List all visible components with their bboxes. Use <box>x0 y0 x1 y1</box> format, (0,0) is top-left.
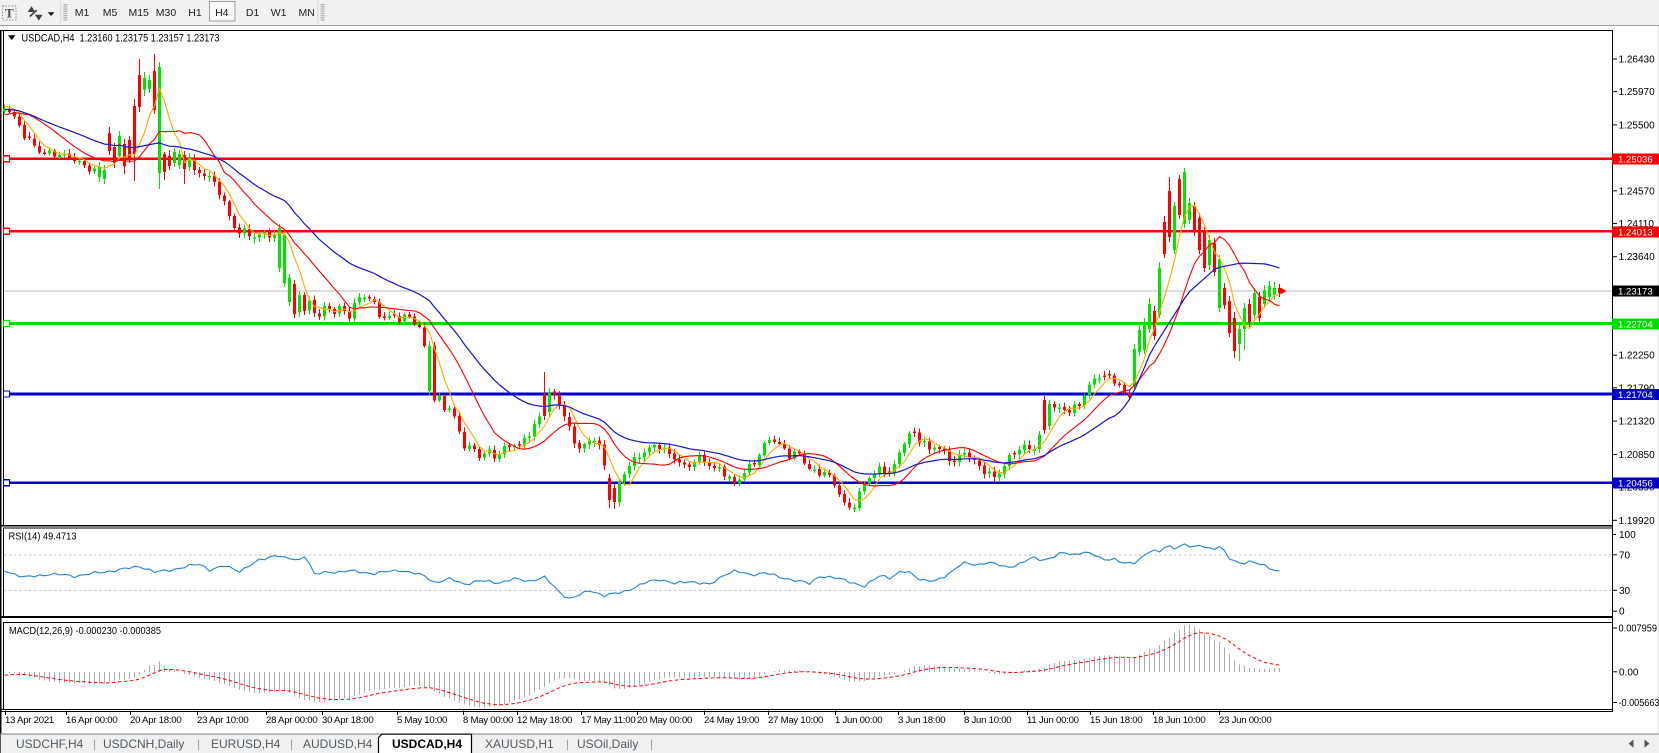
svg-text:23 Jun 00:00: 23 Jun 00:00 <box>1219 715 1271 726</box>
svg-text:T: T <box>5 6 14 21</box>
svg-text:30: 30 <box>1619 586 1631 597</box>
svg-text:1.24013: 1.24013 <box>1618 227 1653 238</box>
svg-text:1.25036: 1.25036 <box>1618 155 1653 166</box>
svg-text:M5: M5 <box>103 7 118 19</box>
svg-text:11 Jun 00:00: 11 Jun 00:00 <box>1027 715 1079 726</box>
svg-text:M1: M1 <box>75 7 90 19</box>
svg-text:8 May 00:00: 8 May 00:00 <box>463 715 513 726</box>
svg-text:1.21320: 1.21320 <box>1619 417 1656 428</box>
svg-text:1.19920: 1.19920 <box>1619 516 1656 527</box>
svg-text:|: | <box>290 737 293 751</box>
svg-text:1.24110: 1.24110 <box>1619 219 1655 230</box>
svg-text:13 Apr 2021: 13 Apr 2021 <box>5 715 54 726</box>
svg-text:100: 100 <box>1619 530 1636 541</box>
svg-text:1.22250: 1.22250 <box>1619 351 1656 362</box>
svg-text:20 Apr 18:00: 20 Apr 18:00 <box>130 715 181 726</box>
svg-text:H1: H1 <box>188 7 202 19</box>
svg-text:D1: D1 <box>246 7 260 19</box>
svg-text:MACD(12,26,9) -0.000230 -0.000: MACD(12,26,9) -0.000230 -0.000385 <box>9 625 161 637</box>
svg-text:1.26430: 1.26430 <box>1619 55 1656 66</box>
svg-text:16 Apr 00:00: 16 Apr 00:00 <box>66 715 117 726</box>
svg-text:RSI(14) 49.4713: RSI(14) 49.4713 <box>9 531 77 543</box>
svg-text:18 Jun 10:00: 18 Jun 10:00 <box>1153 715 1205 726</box>
svg-text:USDCAD,H4 1.23160 1.23175 1.2: USDCAD,H4 1.23160 1.23175 1.23157 1.2317… <box>22 32 220 44</box>
svg-text:USDCNH,Daily: USDCNH,Daily <box>103 737 184 751</box>
svg-text:24 May 19:00: 24 May 19:00 <box>704 715 759 726</box>
svg-text:XAUUSD,H1: XAUUSD,H1 <box>485 737 554 751</box>
svg-text:28 Apr 00:00: 28 Apr 00:00 <box>266 715 317 726</box>
svg-text:|: | <box>650 737 653 751</box>
svg-text:|: | <box>197 737 200 751</box>
svg-text:1.21704: 1.21704 <box>1618 390 1653 401</box>
svg-text:8 Jun 10:00: 8 Jun 10:00 <box>964 715 1011 726</box>
svg-text:-0.005663: -0.005663 <box>1619 698 1659 709</box>
svg-text:23 Apr 10:00: 23 Apr 10:00 <box>197 715 248 726</box>
svg-text:20 May 00:00: 20 May 00:00 <box>637 715 692 726</box>
svg-text:70: 70 <box>1619 550 1631 561</box>
svg-text:USOil,Daily: USOil,Daily <box>577 737 638 751</box>
svg-text:0.007959: 0.007959 <box>1619 624 1658 635</box>
svg-text:1.25500: 1.25500 <box>1619 120 1656 131</box>
svg-text:1.23640: 1.23640 <box>1619 252 1656 263</box>
svg-text:|: | <box>566 737 569 751</box>
svg-text:EURUSD,H4: EURUSD,H4 <box>211 737 281 751</box>
svg-text:USDCHF,H4: USDCHF,H4 <box>16 737 84 751</box>
svg-text:W1: W1 <box>271 7 287 19</box>
svg-text:12 May 18:00: 12 May 18:00 <box>517 715 572 726</box>
svg-text:0: 0 <box>1619 607 1625 618</box>
svg-text:1.25970: 1.25970 <box>1619 87 1656 98</box>
svg-text:1.22704: 1.22704 <box>1618 319 1653 330</box>
svg-text:M15: M15 <box>128 7 149 19</box>
svg-text:1.23173: 1.23173 <box>1618 286 1653 297</box>
svg-text:AUDUSD,H4: AUDUSD,H4 <box>303 737 373 751</box>
svg-text:3 Jun 18:00: 3 Jun 18:00 <box>898 715 945 726</box>
svg-text:15 Jun 18:00: 15 Jun 18:00 <box>1090 715 1142 726</box>
svg-text:0.00: 0.00 <box>1619 667 1639 678</box>
svg-text:27 May 10:00: 27 May 10:00 <box>768 715 823 726</box>
svg-text:M30: M30 <box>156 7 177 19</box>
svg-text:MN: MN <box>299 7 315 19</box>
svg-text:1.20850: 1.20850 <box>1619 450 1656 461</box>
svg-text:5 May 10:00: 5 May 10:00 <box>397 715 447 726</box>
svg-text:USDCAD,H4: USDCAD,H4 <box>392 737 462 751</box>
svg-text:H4: H4 <box>215 7 229 19</box>
svg-text:1 Jun 00:00: 1 Jun 00:00 <box>835 715 882 726</box>
svg-text:30 Apr 18:00: 30 Apr 18:00 <box>322 715 373 726</box>
svg-text:|: | <box>93 737 96 751</box>
svg-text:17 May 11:00: 17 May 11:00 <box>581 715 635 726</box>
svg-text:1.24570: 1.24570 <box>1619 186 1656 197</box>
svg-text:1.20456: 1.20456 <box>1618 479 1653 490</box>
